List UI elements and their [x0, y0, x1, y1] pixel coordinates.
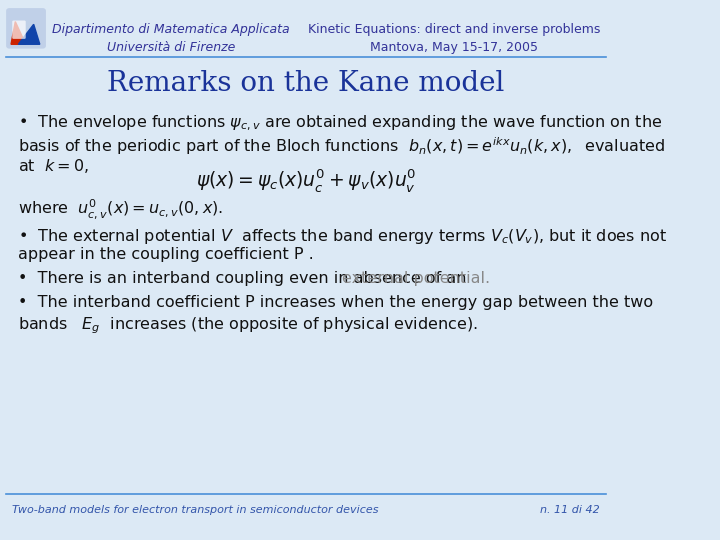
Text: at  $k=0,$: at $k=0,$ — [19, 157, 89, 174]
Text: n. 11 di 42: n. 11 di 42 — [540, 505, 600, 515]
Text: Dipartimento di Matematica Applicata
Università di Firenze: Dipartimento di Matematica Applicata Uni… — [52, 23, 289, 54]
Text: bands   $E_g$  increases (the opposite of physical evidence).: bands $E_g$ increases (the opposite of p… — [19, 315, 478, 336]
Text: •  The external potential $V$  affects the band energy terms $V_c(V_v)$, but it : • The external potential $V$ affects the… — [19, 227, 667, 246]
Text: external potential.: external potential. — [342, 271, 490, 286]
FancyBboxPatch shape — [12, 21, 26, 39]
Text: basis of the periodic part of the Bloch functions  $b_n(x,t)=e^{ikx}u_n(k,x),$  : basis of the periodic part of the Bloch … — [19, 135, 665, 157]
Text: •  There is an interband coupling even in absence of an: • There is an interband coupling even in… — [19, 271, 472, 286]
Text: Two-band models for electron transport in semiconductor devices: Two-band models for electron transport i… — [12, 505, 379, 515]
Text: •  The envelope functions $\psi_{c,v}$ are obtained expanding the wave function : • The envelope functions $\psi_{c,v}$ ar… — [19, 113, 663, 133]
Text: where  $u_{c,v}^0(x)=u_{c,v}(0,x).$: where $u_{c,v}^0(x)=u_{c,v}(0,x).$ — [19, 197, 224, 221]
Text: $\psi(x)=\psi_c(x)u_c^0+\psi_v(x)u_v^0$: $\psi(x)=\psi_c(x)u_c^0+\psi_v(x)u_v^0$ — [196, 167, 416, 194]
Polygon shape — [11, 22, 26, 44]
FancyBboxPatch shape — [6, 8, 46, 49]
Text: Kinetic Equations: direct and inverse problems
Mantova, May 15-17, 2005: Kinetic Equations: direct and inverse pr… — [307, 23, 600, 54]
Text: appear in the coupling coefficient P .: appear in the coupling coefficient P . — [19, 247, 314, 262]
Text: Remarks on the Kane model: Remarks on the Kane model — [107, 70, 505, 97]
Polygon shape — [19, 24, 40, 44]
Text: •  The interband coefficient P increases when the energy gap between the two: • The interband coefficient P increases … — [19, 295, 654, 310]
